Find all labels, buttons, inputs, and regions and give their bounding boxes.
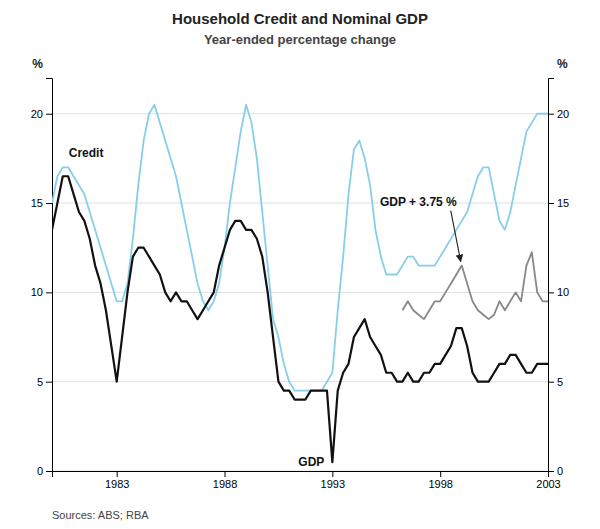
y-axis-tick: 10 — [31, 286, 52, 298]
y2-axis-tick-mark — [548, 382, 554, 383]
y-axis: 0 5 10 15 20 — [31, 79, 53, 478]
source: Sources: ABS; RBA — [52, 509, 149, 521]
grid-line — [52, 203, 548, 204]
x-axis-tick-label: 1993 — [321, 478, 345, 490]
x-axis-tick-mark — [117, 471, 118, 477]
y-axis-tick: 15 — [31, 197, 52, 209]
y2-axis-tick-label: 5 — [557, 376, 563, 388]
series-line — [52, 176, 548, 462]
y2-axis-tick-mark — [548, 471, 554, 472]
plot-area: 198319881993199820030510152005101520Cred… — [31, 79, 570, 490]
x-axis-line — [53, 472, 549, 478]
y2-axis-label: % — [557, 57, 568, 71]
y-axis-tick-mark — [46, 292, 52, 293]
y2-axis-tick-label: 0 — [557, 465, 563, 477]
y-axis-tick-label: 0 — [37, 465, 43, 477]
y2-axis-tick: 5 — [548, 376, 563, 388]
y2-axis-tick-label: 20 — [557, 108, 569, 120]
y2-axis-line — [549, 79, 555, 472]
y-axis-line — [46, 79, 53, 472]
x-axis-tick: 1988 — [213, 471, 237, 490]
subtitle: Year-ended percentage change — [204, 32, 396, 47]
grid-line — [52, 113, 548, 114]
y-axis-tick-mark — [46, 382, 52, 383]
line-label: Credit — [69, 146, 104, 160]
x-axis-tick-label: 1998 — [428, 478, 452, 490]
y-axis-tick-mark — [46, 203, 52, 204]
y-axis-label: % — [32, 57, 43, 71]
line-label: GDP + 3.75 % — [380, 195, 457, 209]
x-axis-tick-label: 1983 — [105, 478, 129, 490]
x-axis-tick-mark — [225, 471, 226, 477]
x-axis-tick-mark — [440, 471, 441, 477]
y-axis-tick-label: 5 — [37, 376, 43, 388]
x-axis-tick: 1983 — [105, 471, 129, 490]
y2-axis-tick-mark — [548, 292, 554, 293]
y2-axis: 0 5 10 15 20 — [548, 79, 569, 478]
y-axis-tick: 0 — [37, 465, 52, 477]
line-labels: Credit GDP GDP + 3.75 % — [69, 146, 461, 469]
x-axis-tick: 1998 — [428, 471, 452, 490]
y-axis-tick-mark — [46, 114, 52, 115]
grid-line — [52, 381, 548, 382]
y2-axis-tick: 15 — [548, 197, 569, 209]
y2-axis-tick-label: 15 — [557, 197, 569, 209]
annotation-arrow — [451, 211, 461, 262]
grid — [52, 114, 548, 471]
x-axis-tick-label: 2003 — [536, 478, 560, 490]
y2-axis-tick: 20 — [548, 108, 569, 120]
y-axis-tick: 5 — [37, 376, 52, 388]
y-axis-tick-label: 10 — [31, 286, 43, 298]
y-axis-tick-label: 20 — [31, 108, 43, 120]
title: Household Credit and Nominal GDP — [172, 10, 428, 27]
y-axis-tick-mark — [46, 471, 52, 472]
series-line — [52, 105, 548, 391]
lines — [52, 105, 548, 462]
x-axis: 1983 1988 1993 1998 2003 — [53, 471, 561, 490]
y-axis-tick-label: 15 — [31, 197, 43, 209]
line-label: GDP — [298, 455, 324, 469]
series-line — [402, 252, 548, 319]
y2-axis-tick-mark — [548, 203, 554, 204]
y2-axis-tick-label: 10 — [557, 286, 569, 298]
y2-axis-tick: 10 — [548, 286, 569, 298]
chart-svg: Household Credit and Nominal GDP Year-end… — [0, 0, 600, 529]
x-axis-tick: 1993 — [321, 471, 345, 490]
x-axis-tick-mark — [332, 471, 333, 477]
y-axis-tick: 20 — [31, 108, 52, 120]
y2-axis-tick-mark — [548, 114, 554, 115]
x-axis-tick-label: 1988 — [213, 478, 237, 490]
y2-axis-tick: 0 — [548, 465, 563, 477]
